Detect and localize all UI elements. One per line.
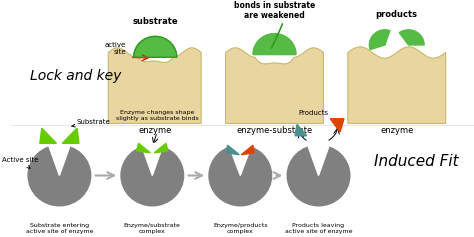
Text: substrate: substrate (132, 17, 178, 26)
Polygon shape (134, 36, 177, 57)
Circle shape (121, 145, 183, 206)
Polygon shape (253, 34, 296, 55)
Text: Enzyme/substrate
complex: Enzyme/substrate complex (124, 223, 181, 234)
Polygon shape (369, 30, 390, 50)
Polygon shape (227, 145, 239, 155)
Polygon shape (330, 119, 344, 132)
Text: enzyme-substrate: enzyme-substrate (237, 126, 313, 135)
Wedge shape (141, 143, 163, 176)
Text: Products: Products (299, 110, 328, 116)
Wedge shape (308, 143, 329, 176)
Polygon shape (137, 143, 150, 153)
PathPatch shape (348, 47, 446, 123)
Polygon shape (399, 30, 424, 45)
Text: Enzyme changes shape
slightly as substrate binds: Enzyme changes shape slightly as substra… (116, 110, 199, 121)
Text: Active site: Active site (2, 157, 38, 168)
Circle shape (287, 145, 350, 206)
Polygon shape (241, 145, 254, 155)
PathPatch shape (108, 48, 201, 123)
Circle shape (28, 145, 91, 206)
Polygon shape (62, 128, 79, 143)
Text: Enzyme/products
complex: Enzyme/products complex (213, 223, 268, 234)
Text: Induced Fit: Induced Fit (374, 154, 459, 169)
Text: Lock and key: Lock and key (30, 69, 121, 83)
Text: Substrate entering
active site of enzyme: Substrate entering active site of enzyme (26, 223, 93, 234)
Wedge shape (229, 143, 252, 176)
Text: Products leaving
active site of enzyme: Products leaving active site of enzyme (285, 223, 352, 234)
Text: enzyme: enzyme (138, 126, 172, 135)
Circle shape (209, 145, 272, 206)
Polygon shape (154, 143, 168, 153)
Text: products: products (376, 9, 418, 18)
PathPatch shape (226, 48, 323, 123)
Text: active
site: active site (105, 42, 126, 55)
Polygon shape (295, 124, 307, 136)
Text: enzyme: enzyme (380, 126, 413, 135)
Wedge shape (48, 143, 70, 176)
Text: Substrate: Substrate (72, 119, 111, 127)
Polygon shape (40, 128, 56, 143)
Text: bonds in substrate
are weakened: bonds in substrate are weakened (234, 1, 315, 20)
